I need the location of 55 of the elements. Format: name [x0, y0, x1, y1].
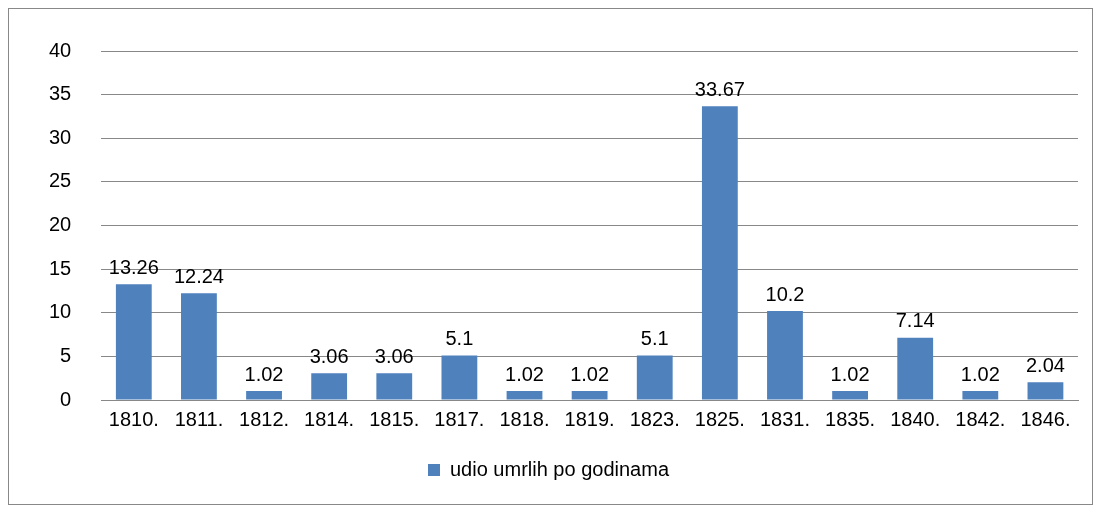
data-label: 3.06 [309, 344, 349, 367]
bar [767, 311, 803, 400]
x-tick-label: 1846. [1020, 407, 1071, 430]
bar [376, 373, 413, 400]
bar [506, 391, 543, 400]
data-label: 10.2 [765, 282, 805, 305]
bar [311, 373, 348, 400]
bar [897, 337, 934, 400]
x-tick-label: 1818. [499, 407, 550, 430]
x-tick-label: 1825. [694, 407, 745, 430]
bar [571, 391, 608, 400]
data-label: 7.14 [895, 309, 935, 332]
data-label: 5.1 [445, 327, 474, 350]
data-label: 12.24 [173, 264, 224, 287]
data-label: 1.02 [505, 362, 544, 385]
y-tick-label: 25 [49, 169, 72, 192]
y-tick-label: 40 [49, 38, 72, 61]
data-label: 13.26 [108, 255, 159, 278]
y-tick-label: 35 [49, 82, 72, 105]
data-label: 2.04 [1025, 353, 1065, 376]
y-tick-label: 15 [49, 256, 72, 279]
data-label: 1.02 [960, 362, 1000, 385]
bar [962, 391, 999, 400]
data-label: 1.02 [570, 362, 610, 385]
x-tick-label: 1815. [369, 407, 420, 430]
y-tick-label: 5 [60, 343, 72, 366]
bar [441, 355, 478, 400]
x-tick-label: 1819. [564, 407, 615, 430]
data-label: 5.1 [640, 327, 669, 350]
x-tick-label: 1823. [629, 407, 680, 430]
bar [1027, 382, 1064, 400]
data-label: 1.02 [244, 362, 284, 385]
x-tick-label: 1810. [108, 407, 159, 430]
y-tick-label: 30 [49, 125, 72, 148]
x-tick-label: 1817. [434, 407, 485, 430]
data-label: 3.06 [374, 344, 414, 367]
bar [246, 391, 282, 400]
legend-label: udio umrlih po godinama [449, 457, 670, 480]
data-label: 1.02 [830, 362, 870, 385]
y-tick-label: 0 [60, 387, 72, 410]
x-tick-label: 1840. [890, 407, 941, 430]
x-tick-label: 1831. [759, 407, 811, 430]
y-tick-label: 10 [49, 300, 72, 323]
x-tick-label: 1835. [825, 407, 876, 430]
y-tick-label: 20 [49, 213, 72, 236]
bar [636, 355, 673, 400]
bar [181, 293, 217, 400]
x-tick-label: 1842. [955, 407, 1006, 430]
bar [701, 106, 738, 400]
x-tick-label: 1814. [304, 407, 355, 430]
bar [832, 391, 868, 400]
x-tick-label: 1811. [174, 407, 224, 430]
bar [115, 284, 152, 400]
x-tick-label: 1812. [239, 407, 290, 430]
data-label: 33.67 [694, 77, 745, 100]
